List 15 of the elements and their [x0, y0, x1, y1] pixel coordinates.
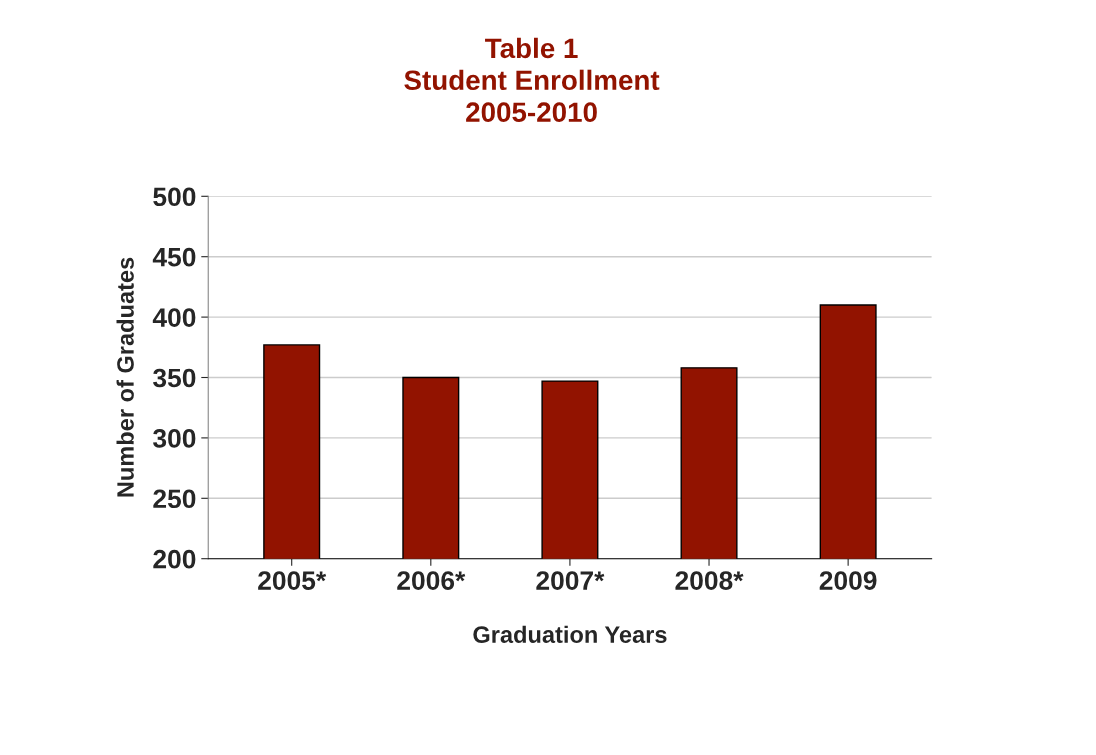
- y-tick-label: 450: [152, 247, 196, 267]
- x-axis-title: Graduation Years: [473, 625, 667, 643]
- x-tick-label: 2005*: [258, 571, 327, 590]
- x-tick-label: 2009: [819, 571, 877, 590]
- y-tick-label: 200: [153, 549, 196, 569]
- chart-title: Table 1 Student Enrollment 2005-2010: [404, 37, 660, 123]
- x-tick-label: 2007*: [536, 571, 605, 590]
- y-axis-title: Number of Graduates: [116, 257, 134, 497]
- x-tick-label: 2006*: [397, 571, 466, 590]
- y-tick-label: 500: [153, 187, 196, 207]
- y-tick-label: 400: [152, 308, 196, 327]
- y-tick-label: 250: [153, 489, 196, 509]
- y-tick-label: 300: [153, 429, 196, 448]
- x-tick-label: 2008*: [675, 571, 744, 590]
- y-tick-label: 350: [153, 368, 196, 388]
